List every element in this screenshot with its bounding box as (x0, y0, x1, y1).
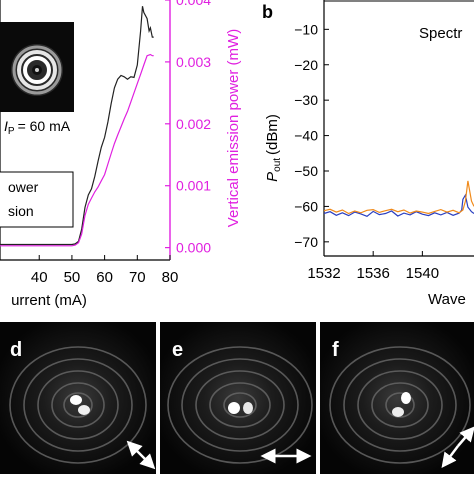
polarization-arrow-d (126, 440, 156, 470)
panel-a-right-axis-label: Vertical emission power (mW) (225, 29, 242, 227)
panel-a-right-tick-label: 0.000 (176, 240, 211, 256)
image-panel-f: f (320, 322, 474, 474)
panel-b-y-tick-label: −20 (294, 57, 318, 73)
panel-e-label: e (172, 339, 183, 361)
panel-b-x-tick-label: 1536 (356, 265, 389, 282)
panel-a-x-ticks: 40 50 60 70 80 (31, 255, 178, 286)
panel-a-x-axis-label: urrent (mA) (11, 292, 87, 309)
inset-mode-image (0, 22, 74, 112)
polarization-arrow-f (457, 426, 474, 447)
panel-b-y-tick-label: −30 (294, 92, 318, 108)
panel-a-series-black (0, 6, 154, 246)
panel-b-y-tick-label: −40 (294, 128, 318, 144)
panel-a: 40 50 60 70 80 0.000 0.001 0.002 0.003 0.004 urr… (0, 0, 242, 309)
panel-a-x-tick-label: 40 (31, 269, 48, 286)
panel-b-label: b (262, 2, 273, 22)
panel-a-x-tick-label: 70 (129, 269, 146, 286)
panel-a-series (0, 6, 154, 247)
panel-b-x-tick-label: 1532 (307, 265, 340, 282)
legend-entry-2: sion (8, 203, 34, 219)
panel-a-x-tick-label: 50 (64, 269, 81, 286)
panel-b-annotation: Spectr (419, 25, 462, 42)
panel-a-x-tick-label: 80 (162, 269, 179, 286)
panel-b-x-axis-label: Wave (428, 291, 466, 308)
image-panel-e: e (160, 322, 316, 474)
panel-a-right-tick-label: 0.002 (176, 116, 211, 132)
panel-a-right-ticks: 0.000 0.001 0.002 0.003 0.004 (165, 0, 211, 256)
panel-b-x-tick-label: 1540 (406, 265, 439, 282)
panel-a-right-tick-label: 0.003 (176, 54, 211, 70)
panel-b-y-tick-label: −10 (294, 21, 318, 37)
image-panel-d: d (0, 322, 156, 474)
panel-b-x-ticks: 1532 1536 1540 (307, 251, 439, 282)
panel-a-right-tick-label: 0.004 (176, 0, 211, 8)
legend-entry-1: ower (8, 179, 39, 195)
panel-b-y-tick-label: −70 (294, 234, 318, 250)
panel-a-plot-area: 40 50 60 70 80 0.000 0.001 0.002 0.003 0.004 (0, 0, 211, 286)
panel-a-series-magenta (0, 53, 154, 247)
panel-b: b 1532 1536 1540 −10 −20 −30 −40 −50 −60 −70 Spe… (262, 0, 474, 308)
panel-b-series-blue (323, 193, 474, 217)
panel-a-right-tick-label: 0.001 (176, 178, 211, 194)
panel-f-label: f (332, 339, 339, 361)
panel-b-y-tick-label: −60 (294, 198, 318, 214)
panel-b-y-tick-label: −50 (294, 163, 318, 179)
legend: ower sion (0, 171, 74, 228)
panel-b-series-orange (323, 180, 474, 215)
panel-d-label: d (10, 339, 22, 361)
panel-b-y-axis-label: Pout(dBm) (264, 114, 283, 182)
polarization-arrow-f-tail (441, 445, 459, 468)
panel-b-series (323, 180, 474, 217)
panel-a-x-tick-label: 60 (96, 269, 113, 286)
inset-current-label: IP = 60 mA (4, 118, 71, 137)
panel-b-y-ticks: −10 −20 −30 −40 −50 −60 −70 (294, 21, 329, 250)
